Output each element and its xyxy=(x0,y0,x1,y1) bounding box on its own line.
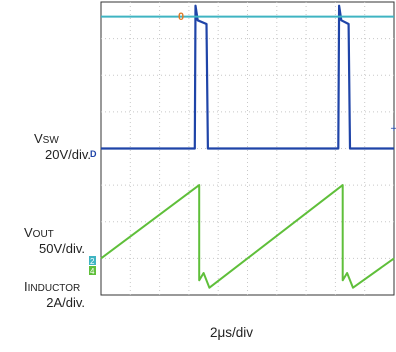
x-axis-label: 2μs/div xyxy=(210,325,254,340)
trace-iinductor xyxy=(100,184,395,289)
trace-vsw xyxy=(101,4,394,150)
vout-channel-marker: 2 xyxy=(90,257,95,266)
vout-name-main: V xyxy=(24,225,33,240)
inductor-channel-marker-box xyxy=(89,266,96,275)
trigger-marker: 0 xyxy=(178,11,184,23)
inductor-name-main: I xyxy=(24,279,28,294)
vout-scale: 50V/div. xyxy=(38,241,85,256)
vsw-label: VSW 20V/div. xyxy=(20,132,91,162)
vsw-name-sub: SW xyxy=(42,135,59,146)
plot-traces xyxy=(100,4,395,289)
inductor-scale: 2A/div. xyxy=(46,295,85,310)
vsw-channel-marker: D xyxy=(90,149,97,159)
vsw-name-main: V xyxy=(34,131,43,146)
inductor-name-sub: INDUCTOR xyxy=(27,283,81,294)
vout-channel-marker-box xyxy=(89,256,96,265)
inductor-label: IINDUCTOR 2A/div. xyxy=(10,280,85,310)
vsw-scale: 20V/div. xyxy=(44,147,91,162)
inductor-channel-marker: 4 xyxy=(90,267,95,276)
trigger-level-arrow: + xyxy=(390,124,396,134)
vout-name-sub: OUT xyxy=(32,229,54,240)
vout-label: VOUT 50V/div. xyxy=(14,226,85,256)
